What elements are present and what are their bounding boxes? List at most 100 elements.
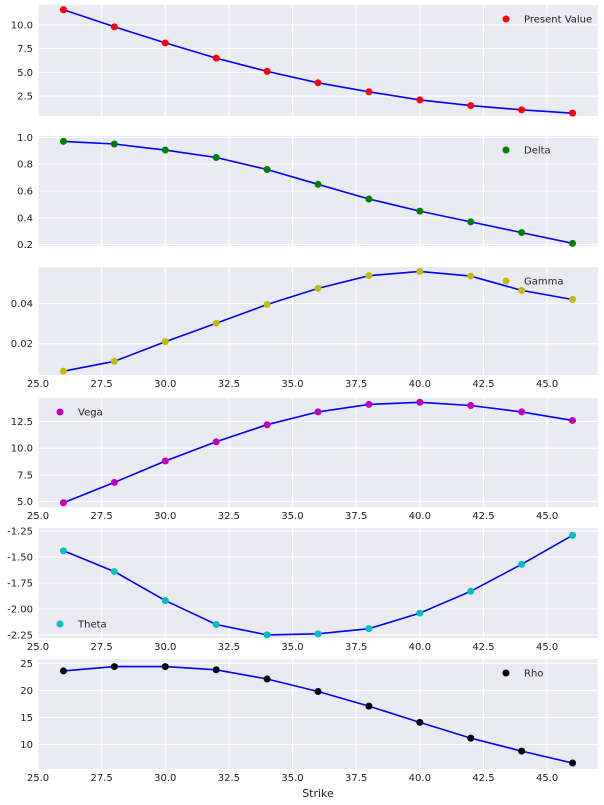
data-point xyxy=(59,6,67,14)
legend-marker xyxy=(502,277,510,285)
x-tick-label: 27.5 xyxy=(91,379,113,390)
x-tick-label: 37.5 xyxy=(345,379,367,390)
y-tick-label: 5.0 xyxy=(17,497,33,508)
x-tick-label: 35.0 xyxy=(281,773,303,784)
data-point xyxy=(161,663,169,671)
data-point xyxy=(365,272,373,280)
x-tick-label: 42.5 xyxy=(472,379,494,390)
data-point xyxy=(212,54,220,62)
data-point xyxy=(365,195,373,203)
panel-5: 10 15 20 25 25.0 27.5 30.0 32.5 35.0 37.5 40.0 42.5… xyxy=(20,659,598,784)
data-point xyxy=(518,560,526,568)
data-point xyxy=(161,338,169,346)
data-point xyxy=(467,587,475,595)
data-point xyxy=(569,109,577,117)
y-tick-label: -1.50 xyxy=(7,553,33,564)
data-point xyxy=(416,267,424,275)
data-point xyxy=(263,67,271,75)
data-point xyxy=(110,357,118,365)
x-tick-label: 45.0 xyxy=(536,511,558,522)
legend-marker xyxy=(502,669,510,677)
data-point xyxy=(569,416,577,424)
plot-area xyxy=(38,659,598,769)
x-tick-label: 40.0 xyxy=(409,773,431,784)
plot-area xyxy=(38,398,598,507)
data-point xyxy=(110,23,118,31)
x-tick-label: 30.0 xyxy=(154,773,176,784)
legend-label: Rho xyxy=(524,669,543,680)
data-point xyxy=(518,229,526,237)
data-point xyxy=(467,102,475,110)
x-tick-label: 25.0 xyxy=(27,511,49,522)
data-point xyxy=(59,137,67,145)
data-point xyxy=(467,734,475,742)
x-tick-label: 37.5 xyxy=(345,642,367,653)
data-point xyxy=(314,79,322,87)
data-point xyxy=(569,531,577,539)
data-point xyxy=(518,747,526,755)
x-tick-label: 35.0 xyxy=(281,379,303,390)
x-tick-label: 27.5 xyxy=(91,511,113,522)
y-tick-label: -2.00 xyxy=(7,604,33,615)
data-point xyxy=(59,547,67,555)
x-tick-label: 32.5 xyxy=(218,773,240,784)
data-point xyxy=(365,702,373,710)
y-tick-label: 7.5 xyxy=(17,470,33,481)
y-tick-label: 15 xyxy=(20,713,33,724)
data-point xyxy=(263,301,271,309)
data-point xyxy=(263,675,271,683)
legend-label: Gamma xyxy=(524,277,564,288)
y-tick-label: -1.25 xyxy=(7,527,33,538)
data-point xyxy=(212,621,220,629)
x-tick-label: 40.0 xyxy=(409,642,431,653)
data-point xyxy=(416,718,424,726)
x-tick-label: 32.5 xyxy=(218,379,240,390)
data-point xyxy=(110,663,118,671)
x-tick-label: 30.0 xyxy=(154,642,176,653)
data-point xyxy=(314,284,322,292)
data-point xyxy=(467,272,475,280)
data-point xyxy=(59,499,67,507)
y-tick-label: 1.0 xyxy=(17,133,33,144)
y-tick-label: 0.8 xyxy=(17,160,33,171)
data-point xyxy=(212,153,220,161)
panel-3: 5.0 7.5 10.0 12.5 25.0 27.5 30.0 32.5 35.0 37.5 40… xyxy=(11,398,598,522)
data-point xyxy=(314,630,322,638)
x-tick-label: 32.5 xyxy=(218,642,240,653)
data-point xyxy=(110,568,118,576)
data-point xyxy=(467,401,475,409)
y-tick-label: 7.5 xyxy=(17,44,33,55)
y-tick-label: 10 xyxy=(20,740,33,751)
legend-label: Theta xyxy=(77,620,107,631)
x-tick-label: 42.5 xyxy=(472,773,494,784)
x-tick-label: 32.5 xyxy=(218,511,240,522)
data-point xyxy=(212,438,220,446)
x-tick-label: 27.5 xyxy=(91,642,113,653)
data-point xyxy=(569,239,577,247)
legend-label: Delta xyxy=(524,146,551,157)
panel-1: 0.2 0.4 0.6 0.8 1.0 Delta xyxy=(17,133,598,251)
y-tick-label: 0.04 xyxy=(11,299,33,310)
data-point xyxy=(416,96,424,104)
data-point xyxy=(110,478,118,486)
y-tick-label: 0.02 xyxy=(11,339,33,350)
data-point xyxy=(569,296,577,304)
data-point xyxy=(161,597,169,605)
data-point xyxy=(263,166,271,174)
x-tick-label: 45.0 xyxy=(536,773,558,784)
y-tick-label: 0.4 xyxy=(17,213,33,224)
data-point xyxy=(365,625,373,633)
legend-marker xyxy=(502,15,510,23)
x-tick-label: 30.0 xyxy=(154,379,176,390)
data-point xyxy=(212,666,220,674)
x-tick-label: 42.5 xyxy=(472,642,494,653)
legend-label: Vega xyxy=(78,408,103,419)
y-tick-label: 25 xyxy=(20,659,33,670)
data-point xyxy=(212,319,220,327)
data-point xyxy=(416,398,424,406)
data-point xyxy=(518,286,526,294)
y-tick-label: 10.0 xyxy=(11,444,33,455)
data-point xyxy=(263,421,271,429)
